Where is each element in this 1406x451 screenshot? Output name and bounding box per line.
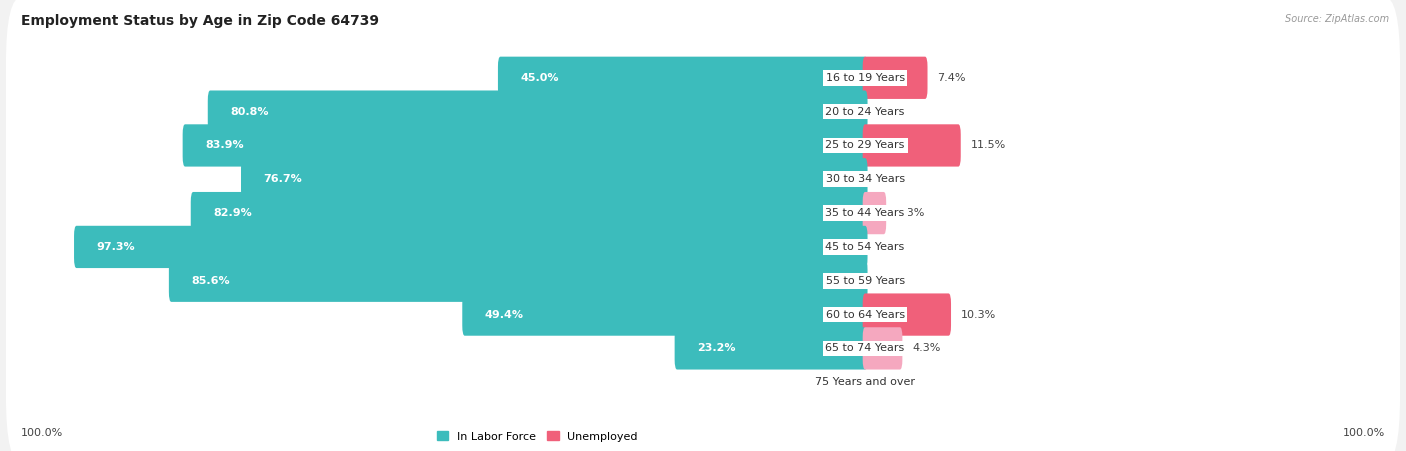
Text: 10.3%: 10.3% bbox=[960, 309, 995, 320]
FancyBboxPatch shape bbox=[6, 132, 1400, 295]
Text: 80.8%: 80.8% bbox=[231, 106, 269, 117]
FancyBboxPatch shape bbox=[6, 267, 1400, 430]
Text: 45 to 54 Years: 45 to 54 Years bbox=[825, 242, 904, 252]
FancyBboxPatch shape bbox=[240, 158, 868, 200]
FancyBboxPatch shape bbox=[863, 327, 903, 369]
Text: 4.3%: 4.3% bbox=[912, 343, 941, 354]
Text: 75 Years and over: 75 Years and over bbox=[815, 377, 915, 387]
FancyBboxPatch shape bbox=[75, 226, 868, 268]
Text: 76.7%: 76.7% bbox=[264, 174, 302, 184]
FancyBboxPatch shape bbox=[863, 57, 928, 99]
Legend: In Labor Force, Unemployed: In Labor Force, Unemployed bbox=[433, 427, 643, 446]
Text: 0.0%: 0.0% bbox=[877, 276, 905, 286]
Text: 23.2%: 23.2% bbox=[697, 343, 735, 354]
Text: 16 to 19 Years: 16 to 19 Years bbox=[825, 73, 904, 83]
FancyBboxPatch shape bbox=[169, 260, 868, 302]
Text: 2.3%: 2.3% bbox=[896, 208, 924, 218]
Text: 0.0%: 0.0% bbox=[821, 377, 849, 387]
FancyBboxPatch shape bbox=[6, 64, 1400, 227]
Text: 0.0%: 0.0% bbox=[877, 174, 905, 184]
Text: 0.0%: 0.0% bbox=[877, 106, 905, 117]
Text: 11.5%: 11.5% bbox=[970, 140, 1005, 151]
Text: Employment Status by Age in Zip Code 64739: Employment Status by Age in Zip Code 647… bbox=[21, 14, 380, 28]
Text: Source: ZipAtlas.com: Source: ZipAtlas.com bbox=[1285, 14, 1389, 23]
FancyBboxPatch shape bbox=[208, 91, 868, 133]
Text: 25 to 29 Years: 25 to 29 Years bbox=[825, 140, 905, 151]
Text: 49.4%: 49.4% bbox=[485, 309, 524, 320]
FancyBboxPatch shape bbox=[183, 124, 868, 166]
Text: 65 to 74 Years: 65 to 74 Years bbox=[825, 343, 904, 354]
FancyBboxPatch shape bbox=[6, 98, 1400, 261]
FancyBboxPatch shape bbox=[191, 192, 868, 234]
Text: 0.0%: 0.0% bbox=[877, 377, 905, 387]
FancyBboxPatch shape bbox=[463, 294, 868, 336]
FancyBboxPatch shape bbox=[6, 30, 1400, 193]
Text: 82.9%: 82.9% bbox=[214, 208, 252, 218]
Text: 0.0%: 0.0% bbox=[877, 242, 905, 252]
FancyBboxPatch shape bbox=[6, 301, 1400, 451]
FancyBboxPatch shape bbox=[6, 199, 1400, 362]
Text: 85.6%: 85.6% bbox=[191, 276, 231, 286]
FancyBboxPatch shape bbox=[863, 192, 886, 234]
Text: 97.3%: 97.3% bbox=[97, 242, 135, 252]
FancyBboxPatch shape bbox=[863, 124, 960, 166]
FancyBboxPatch shape bbox=[675, 327, 868, 369]
Text: 83.9%: 83.9% bbox=[205, 140, 245, 151]
FancyBboxPatch shape bbox=[863, 294, 950, 336]
FancyBboxPatch shape bbox=[6, 233, 1400, 396]
Text: 45.0%: 45.0% bbox=[520, 73, 560, 83]
FancyBboxPatch shape bbox=[6, 166, 1400, 328]
Text: 55 to 59 Years: 55 to 59 Years bbox=[825, 276, 904, 286]
FancyBboxPatch shape bbox=[498, 57, 868, 99]
Text: 30 to 34 Years: 30 to 34 Years bbox=[825, 174, 904, 184]
Text: 100.0%: 100.0% bbox=[1343, 428, 1385, 438]
Text: 7.4%: 7.4% bbox=[938, 73, 966, 83]
Text: 20 to 24 Years: 20 to 24 Years bbox=[825, 106, 905, 117]
Text: 60 to 64 Years: 60 to 64 Years bbox=[825, 309, 904, 320]
Text: 100.0%: 100.0% bbox=[21, 428, 63, 438]
FancyBboxPatch shape bbox=[6, 0, 1400, 159]
Text: 35 to 44 Years: 35 to 44 Years bbox=[825, 208, 904, 218]
